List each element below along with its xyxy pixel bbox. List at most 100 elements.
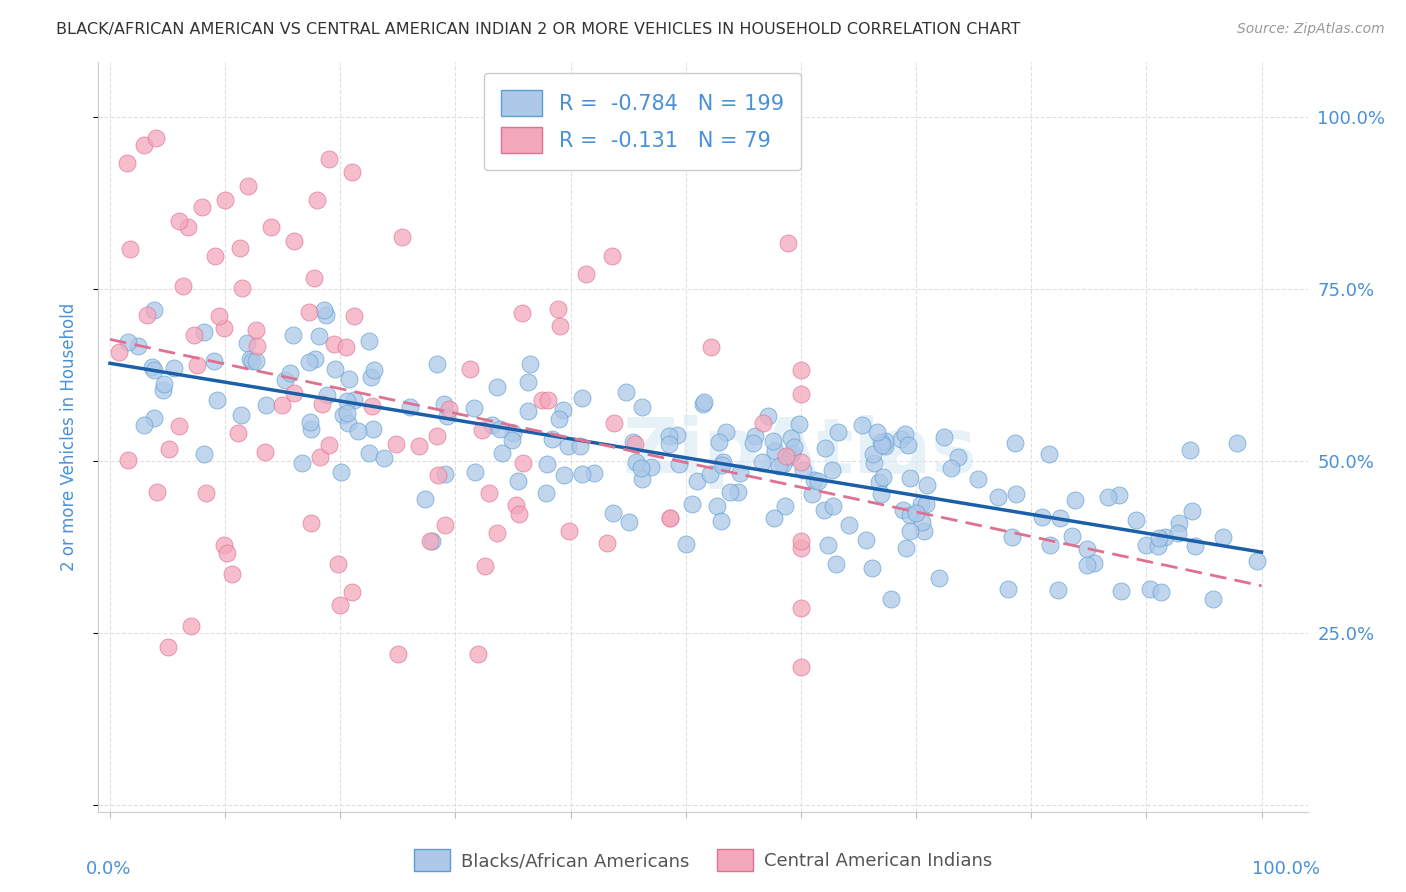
Point — [801, 487, 824, 501]
Point — [357, 334, 380, 348]
Point — [508, 474, 530, 488]
Point — [718, 485, 741, 500]
Point — [813, 503, 835, 517]
Legend: R =  -0.784   N = 199, R =  -0.131   N = 79: R = -0.784 N = 199, R = -0.131 N = 79 — [484, 73, 801, 170]
Point — [502, 425, 524, 440]
Point — [658, 429, 681, 443]
Point — [246, 339, 269, 353]
Point — [167, 419, 190, 434]
Point — [387, 647, 409, 661]
Legend: Blacks/African Americans, Central American Indians: Blacks/African Americans, Central Americ… — [406, 842, 1000, 879]
Point — [658, 437, 681, 451]
Point — [240, 354, 263, 368]
Point — [231, 281, 253, 295]
Point — [343, 393, 366, 408]
Point — [384, 437, 406, 451]
Point — [215, 545, 238, 559]
Point — [172, 279, 194, 293]
Point — [1226, 435, 1249, 450]
Point — [631, 400, 654, 414]
Point — [821, 463, 844, 477]
Point — [254, 398, 277, 412]
Point — [1150, 584, 1173, 599]
Point — [905, 507, 928, 521]
Point — [692, 397, 714, 411]
Point — [436, 409, 458, 423]
Point — [177, 219, 200, 234]
Point — [332, 409, 354, 423]
Point — [315, 308, 337, 322]
Point — [339, 372, 361, 386]
Point — [872, 470, 894, 484]
Point — [1181, 503, 1204, 517]
Point — [398, 400, 420, 414]
Point — [866, 425, 889, 439]
Point — [373, 451, 395, 466]
Point — [485, 380, 508, 394]
Point — [706, 499, 728, 513]
Point — [193, 325, 215, 339]
Point — [897, 438, 920, 452]
Point — [939, 460, 962, 475]
Point — [141, 359, 163, 374]
Point — [773, 499, 796, 513]
Point — [1167, 516, 1189, 530]
Point — [624, 436, 647, 450]
Point — [318, 152, 340, 166]
Point — [1139, 582, 1161, 597]
Point — [283, 234, 305, 248]
Point — [311, 396, 333, 410]
Point — [127, 339, 149, 353]
Point — [898, 508, 921, 522]
Point — [699, 339, 721, 353]
Point — [107, 344, 129, 359]
Point — [997, 582, 1019, 597]
Point — [336, 416, 359, 430]
Point — [208, 309, 231, 323]
Point — [548, 318, 571, 333]
Point — [869, 434, 891, 449]
Point — [617, 515, 640, 529]
Point — [298, 355, 321, 369]
Point — [1097, 490, 1119, 504]
Text: ZipAtlas: ZipAtlas — [623, 415, 977, 489]
Point — [426, 429, 449, 443]
Point — [191, 200, 214, 214]
Point — [928, 571, 950, 585]
Point — [278, 366, 301, 380]
Point — [659, 511, 682, 525]
Point — [569, 439, 592, 453]
Point — [790, 600, 813, 615]
Point — [790, 362, 813, 376]
Point — [898, 470, 921, 484]
Point — [557, 439, 579, 453]
Point — [145, 131, 167, 145]
Point — [1125, 513, 1147, 527]
Point — [297, 305, 319, 319]
Point — [1038, 447, 1060, 461]
Point — [474, 558, 496, 573]
Point — [361, 399, 384, 413]
Point — [328, 557, 350, 571]
Point — [868, 475, 890, 490]
Point — [807, 474, 830, 488]
Point — [478, 485, 501, 500]
Point — [163, 360, 186, 375]
Point — [1246, 554, 1268, 568]
Point — [153, 376, 176, 391]
Point — [314, 303, 336, 318]
Point — [501, 433, 523, 447]
Point — [790, 386, 813, 401]
Point — [439, 402, 461, 417]
Point — [516, 404, 538, 418]
Point — [481, 417, 503, 432]
Point — [727, 484, 749, 499]
Point — [202, 354, 225, 368]
Text: BLACK/AFRICAN AMERICAN VS CENTRAL AMERICAN INDIAN 2 OR MORE VEHICLES IN HOUSEHOL: BLACK/AFRICAN AMERICAN VS CENTRAL AMERIC… — [56, 22, 1021, 37]
Point — [602, 506, 624, 520]
Point — [621, 434, 644, 449]
Point — [596, 536, 619, 550]
Point — [912, 524, 935, 538]
Point — [557, 524, 579, 538]
Point — [583, 467, 606, 481]
